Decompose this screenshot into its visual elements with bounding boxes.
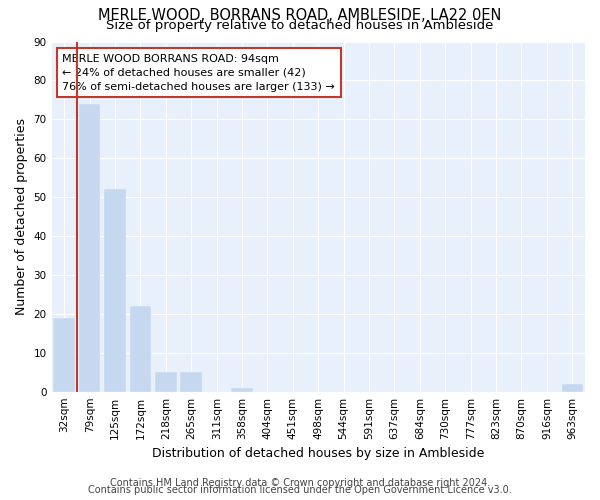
- Bar: [155, 372, 176, 392]
- Bar: [562, 384, 583, 392]
- Bar: [79, 104, 100, 392]
- Text: Size of property relative to detached houses in Ambleside: Size of property relative to detached ho…: [106, 18, 494, 32]
- Bar: [181, 372, 202, 392]
- Text: MERLE WOOD, BORRANS ROAD, AMBLESIDE, LA22 0EN: MERLE WOOD, BORRANS ROAD, AMBLESIDE, LA2…: [98, 8, 502, 22]
- Y-axis label: Number of detached properties: Number of detached properties: [15, 118, 28, 315]
- Text: MERLE WOOD BORRANS ROAD: 94sqm
← 24% of detached houses are smaller (42)
76% of : MERLE WOOD BORRANS ROAD: 94sqm ← 24% of …: [62, 54, 335, 92]
- Bar: [231, 388, 253, 392]
- Bar: [130, 306, 151, 392]
- X-axis label: Distribution of detached houses by size in Ambleside: Distribution of detached houses by size …: [152, 447, 484, 460]
- Bar: [53, 318, 75, 392]
- Text: Contains HM Land Registry data © Crown copyright and database right 2024.: Contains HM Land Registry data © Crown c…: [110, 478, 490, 488]
- Text: Contains public sector information licensed under the Open Government Licence v3: Contains public sector information licen…: [88, 485, 512, 495]
- Bar: [104, 190, 126, 392]
